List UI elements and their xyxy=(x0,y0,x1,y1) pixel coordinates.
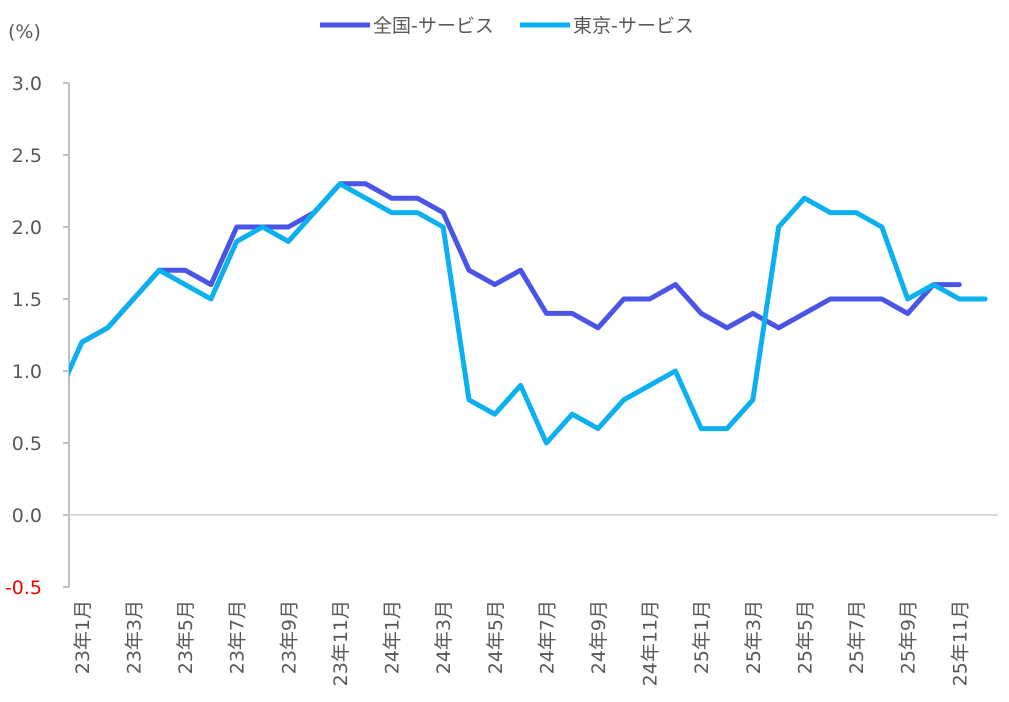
x-tick-label: 24年7月 xyxy=(536,600,558,674)
x-tick-label: 24年3月 xyxy=(433,600,455,674)
x-tick-label: 23年1月 xyxy=(72,600,94,674)
legend: 全国-サービス 東京-サービス xyxy=(320,15,694,37)
series-line-tokyo xyxy=(69,181,988,446)
x-tick-label: 23年5月 xyxy=(175,600,197,674)
y-tick-label: 0.5 xyxy=(12,433,42,455)
x-tick-label: 24年5月 xyxy=(485,600,507,674)
x-tick-label: 24年1月 xyxy=(382,600,404,674)
x-tick-label: 24年9月 xyxy=(588,600,610,674)
series-lines xyxy=(69,181,988,446)
x-tick-label: 25年5月 xyxy=(794,600,816,674)
x-tick-label: 25年3月 xyxy=(743,600,765,674)
x-tick-label: 23年3月 xyxy=(124,600,146,674)
axes: 3.0 2.5 2.0 1.5 1.0 0.5 0.0 -0.5 23年1月 23年3月 23年5月… xyxy=(5,73,998,686)
legend-label: 全国-サービス xyxy=(373,15,494,37)
y-tick-label: 3.0 xyxy=(12,73,42,95)
x-tick-label: 24年11月 xyxy=(640,600,662,686)
x-tick-label: 23年9月 xyxy=(278,600,300,674)
y-tick-label: 2.0 xyxy=(12,217,42,239)
unit-label: (%) xyxy=(8,21,41,43)
x-tick-label: 25年7月 xyxy=(846,600,868,674)
y-tick-label: 1.5 xyxy=(12,289,42,311)
y-tick-label: 2.5 xyxy=(12,145,42,167)
x-tick-label: 25年9月 xyxy=(898,600,920,674)
legend-label: 東京-サービス xyxy=(573,15,694,37)
y-tick-label: -0.5 xyxy=(5,577,42,599)
x-tick-label: 23年11月 xyxy=(330,600,352,686)
y-tick-label: 0.0 xyxy=(12,505,42,527)
y-tick-label: 1.0 xyxy=(12,361,42,383)
x-tick-label: 25年11月 xyxy=(949,600,971,686)
x-tick-label: 25年1月 xyxy=(691,600,713,674)
x-tick-label: 23年7月 xyxy=(227,600,249,674)
series-line-national xyxy=(79,181,962,345)
